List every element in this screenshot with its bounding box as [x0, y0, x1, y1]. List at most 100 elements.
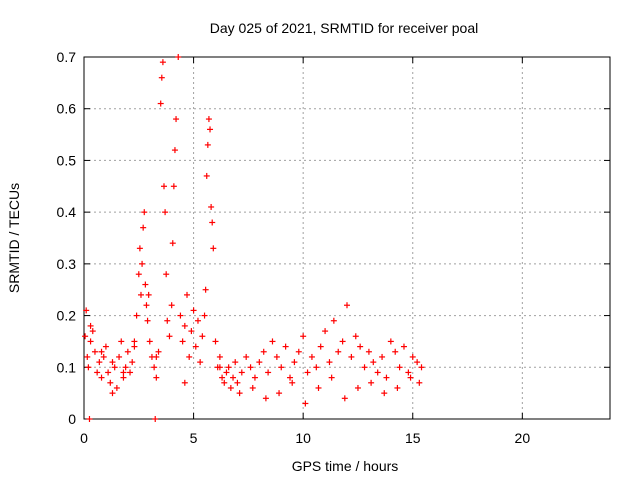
data-point	[223, 369, 230, 376]
data-point	[96, 359, 103, 366]
data-point	[269, 338, 276, 345]
data-point	[142, 281, 149, 288]
data-point	[118, 338, 125, 345]
data-point	[111, 364, 118, 371]
y-tick-label: 0.7	[57, 49, 77, 65]
y-tick-label: 0.5	[57, 152, 77, 168]
data-point	[221, 379, 228, 386]
data-point	[192, 343, 199, 350]
data-point	[102, 343, 109, 350]
data-point	[317, 343, 324, 350]
data-point	[341, 395, 348, 402]
data-point	[107, 379, 114, 386]
data-point	[392, 348, 399, 355]
data-point	[158, 74, 165, 81]
data-point	[361, 364, 368, 371]
data-point	[116, 353, 123, 360]
data-point	[315, 384, 322, 391]
data-point	[409, 353, 416, 360]
data-point	[313, 364, 320, 371]
data-point	[181, 379, 188, 386]
data-point	[416, 379, 423, 386]
data-point	[300, 333, 307, 340]
y-tick-label: 0.2	[57, 308, 77, 324]
data-point	[129, 359, 136, 366]
chart-title: Day 025 of 2021, SRMTID for receiver poa…	[210, 20, 478, 36]
data-point	[232, 359, 239, 366]
data-point	[120, 374, 127, 381]
data-point	[370, 359, 377, 366]
data-point	[194, 317, 201, 324]
data-point	[82, 333, 89, 340]
data-point	[210, 245, 217, 252]
data-point	[304, 369, 311, 376]
data-point	[260, 348, 267, 355]
data-point	[171, 147, 178, 154]
data-point	[124, 348, 131, 355]
x-tick-label: 5	[190, 430, 198, 446]
data-point	[133, 312, 140, 319]
data-point	[145, 291, 152, 298]
y-tick-label: 0.4	[57, 204, 77, 220]
data-point	[207, 126, 214, 133]
data-point	[87, 322, 94, 329]
y-tick-label: 0	[68, 411, 76, 427]
data-point	[204, 141, 211, 148]
data-points	[82, 54, 425, 422]
data-point	[94, 369, 101, 376]
data-point	[282, 343, 289, 350]
data-point	[175, 54, 182, 60]
data-point	[400, 343, 407, 350]
data-point	[166, 333, 173, 340]
data-point	[151, 364, 158, 371]
data-point	[84, 353, 91, 360]
y-tick-label: 0.6	[57, 101, 77, 117]
y-tick-label: 0.1	[57, 359, 77, 375]
data-point	[251, 374, 258, 381]
data-point	[139, 260, 146, 267]
data-point	[225, 364, 232, 371]
data-point	[212, 338, 219, 345]
data-point	[179, 338, 186, 345]
data-point	[87, 338, 94, 345]
data-point	[131, 338, 138, 345]
data-point	[335, 348, 342, 355]
data-point	[89, 328, 96, 335]
data-point	[379, 353, 386, 360]
data-point	[197, 359, 204, 366]
data-point	[414, 359, 421, 366]
data-point	[163, 271, 170, 278]
data-point	[209, 219, 216, 226]
data-point	[216, 353, 223, 360]
data-point	[186, 353, 193, 360]
x-tick-label: 15	[405, 430, 421, 446]
data-point	[339, 338, 346, 345]
data-point	[328, 374, 335, 381]
data-point	[387, 338, 394, 345]
data-point	[368, 379, 375, 386]
data-point	[98, 348, 105, 355]
chart-grid	[84, 57, 610, 419]
data-point	[278, 364, 285, 371]
data-point	[265, 369, 272, 376]
data-point	[157, 100, 164, 107]
y-tick-label: 0.3	[57, 256, 77, 272]
data-point	[230, 374, 237, 381]
x-tick-label: 20	[515, 430, 531, 446]
data-point	[137, 291, 144, 298]
data-point	[289, 379, 296, 386]
data-point	[216, 364, 223, 371]
data-point	[160, 183, 167, 190]
y-axis-label: SRMTID / TECUs	[6, 183, 22, 293]
data-point	[153, 374, 160, 381]
data-point	[113, 384, 120, 391]
data-point	[383, 374, 390, 381]
data-point	[291, 359, 298, 366]
data-point	[170, 183, 177, 190]
data-point	[365, 348, 372, 355]
data-point	[201, 312, 208, 319]
data-point	[405, 369, 412, 376]
data-point	[219, 374, 226, 381]
data-point	[203, 172, 210, 179]
